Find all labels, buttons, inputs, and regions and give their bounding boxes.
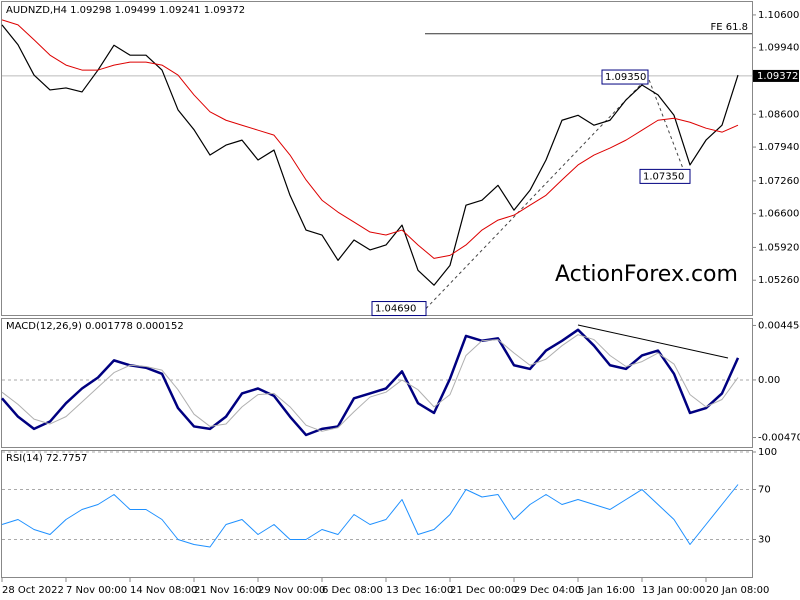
series-line xyxy=(1,19,739,259)
y-tick-label: 1.05920 xyxy=(758,242,799,253)
y-tick-label: 30 xyxy=(758,535,771,546)
price-label-box xyxy=(639,168,691,184)
price-label-box xyxy=(601,69,649,85)
y-tick-label: 0.00 xyxy=(758,375,780,386)
y-tick-label: 1.06600 xyxy=(758,209,799,220)
x-tick-label: 20 Jan 08:00 xyxy=(706,585,769,596)
y-tick-label: 1.05260 xyxy=(758,275,799,286)
x-tick-label: 29 Dec 04:00 xyxy=(514,585,581,596)
chart-title: AUDNZD,H4 1.09298 1.09499 1.09241 1.0937… xyxy=(6,5,245,16)
y-tick-label: 0.004454 xyxy=(758,320,800,331)
macd-panel xyxy=(1,318,753,448)
price-label: 1.07350 xyxy=(643,171,684,182)
y-tick-label: -0.004707 xyxy=(758,433,800,444)
series-line xyxy=(1,328,740,437)
x-tick-label: 29 Nov 00:00 xyxy=(258,585,325,596)
y-tick-label: 1.10600 xyxy=(758,10,799,21)
x-tick-label: 21 Nov 16:00 xyxy=(194,585,261,596)
series-line xyxy=(1,484,739,548)
rsi-title: RSI(14) 72.7757 xyxy=(6,453,87,464)
x-tick-label: 13 Dec 16:00 xyxy=(386,585,453,596)
x-tick-label: 5 Jan 16:00 xyxy=(578,585,635,596)
y-tick-label: 1.09940 xyxy=(758,43,799,54)
x-tick-label: 21 Dec 00:00 xyxy=(450,585,517,596)
x-tick-label: 7 Nov 00:00 xyxy=(66,585,127,596)
x-tick-label: 6 Dec 08:00 xyxy=(322,585,383,596)
rsi-panel xyxy=(1,450,753,578)
price-label: 1.09350 xyxy=(605,72,646,83)
y-tick-label: 1.07940 xyxy=(758,142,799,153)
x-tick-label: 13 Jan 00:00 xyxy=(642,585,705,596)
y-tick-label: 1.08600 xyxy=(758,109,799,120)
series-line xyxy=(1,24,739,286)
current-price-box xyxy=(753,69,799,82)
current-price-label: 1.09372 xyxy=(757,71,798,82)
series-line xyxy=(1,334,739,432)
y-tick-label: 100 xyxy=(758,447,777,458)
x-tick-label: 14 Nov 08:00 xyxy=(130,585,197,596)
fe-label: FE 61.8 xyxy=(710,22,748,33)
macd-title: MACD(12,26,9) 0.001778 0.000152 xyxy=(6,321,184,332)
watermark: ActionForex.com xyxy=(555,262,738,287)
y-tick-label: 1.07260 xyxy=(758,176,799,187)
x-tick-label: 28 Oct 2022 xyxy=(2,585,64,596)
price-label: 1.04690 xyxy=(375,304,416,315)
y-tick-label: 70 xyxy=(758,485,771,496)
divergence-line xyxy=(577,324,729,359)
price-label-box xyxy=(371,301,427,317)
